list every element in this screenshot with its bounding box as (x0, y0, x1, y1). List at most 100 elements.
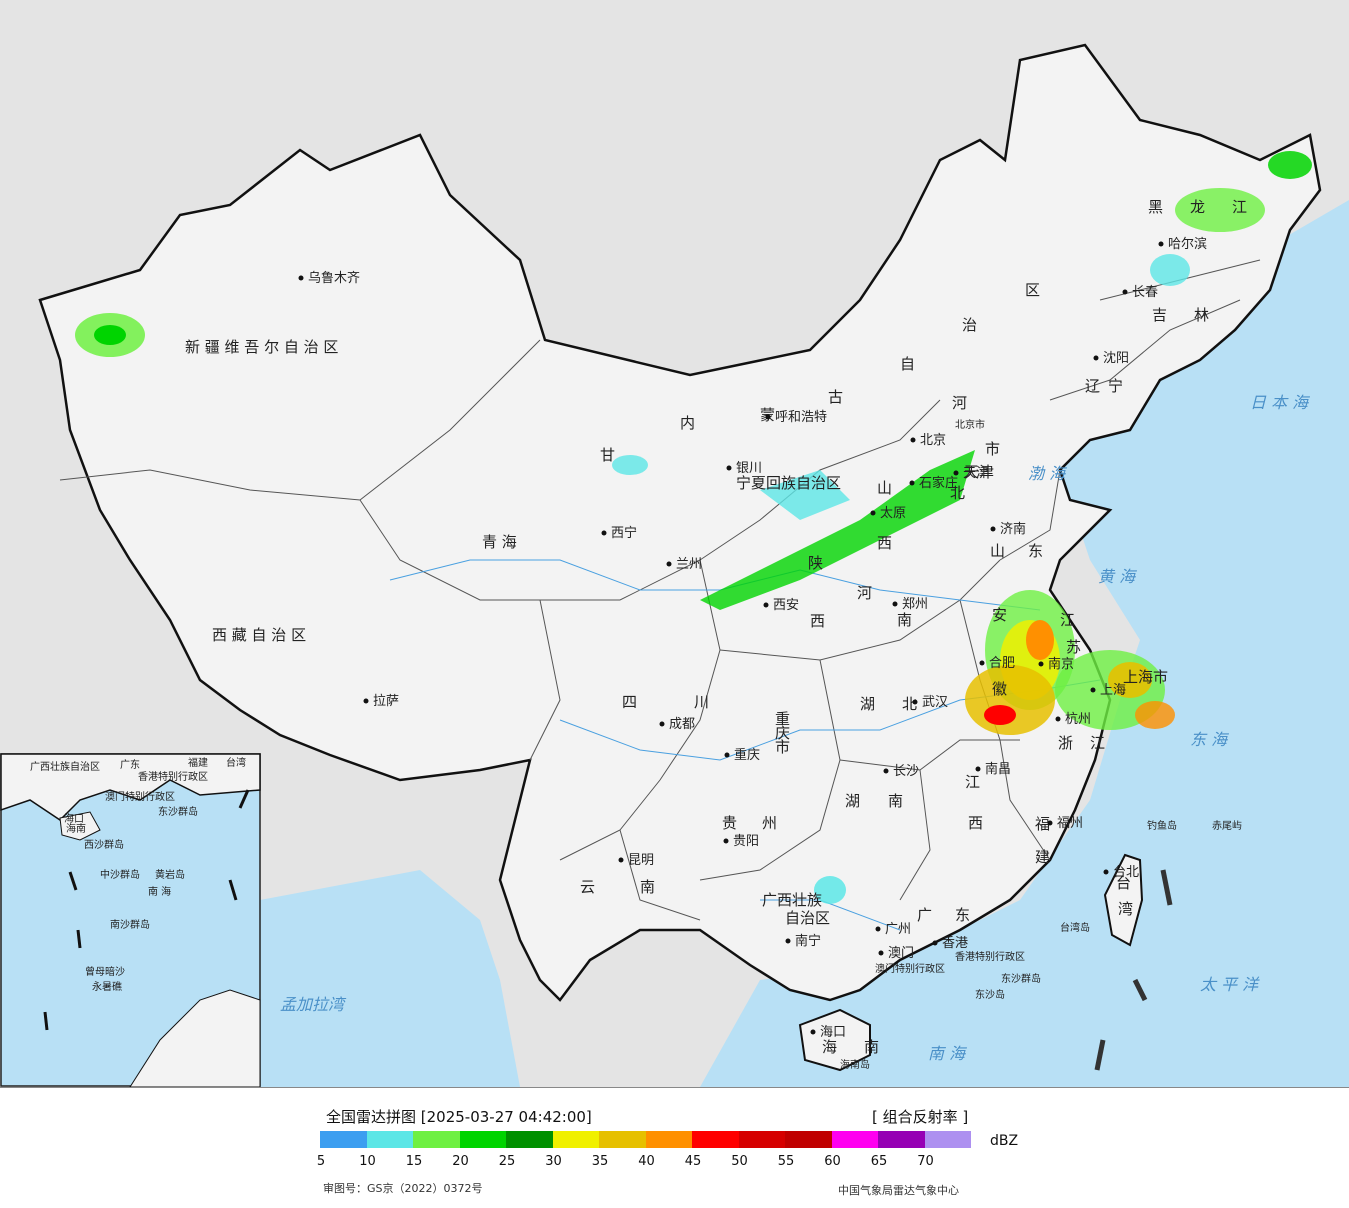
province-label: 西 (968, 814, 983, 832)
city-label: 台北 (1113, 865, 1139, 880)
city-marker (298, 275, 304, 281)
province-label: 林 (1194, 306, 1209, 324)
colorbar-segment (506, 1131, 553, 1148)
province-label: 东 (1028, 542, 1043, 560)
colorbar-segment (692, 1131, 739, 1148)
province-label: 四 (622, 693, 637, 711)
province-label: 陕 (808, 554, 823, 572)
inset-label: 香港特别行政区 (138, 770, 208, 783)
province-label: 山 (990, 542, 1005, 560)
province-label: 西 (810, 612, 825, 630)
city-label: 济南 (1000, 521, 1026, 537)
province-label: 云 (580, 878, 595, 896)
city-marker (1047, 820, 1053, 826)
city-label: 南昌 (985, 761, 1011, 777)
island-label: 钓鱼岛 (1147, 819, 1177, 832)
city-marker (723, 838, 729, 844)
province-label: 西 藏 自 治 区 (212, 626, 306, 644)
city-label: 长春 (1132, 285, 1158, 300)
city-marker (1090, 687, 1096, 693)
colorbar-segment (738, 1131, 785, 1148)
province-label: 州 (762, 814, 777, 832)
producer-credit: 中国气象局雷达气象中心 (838, 1184, 959, 1197)
province-label: 湾 (1118, 900, 1133, 918)
map-canvas: 新 疆 维 吾 尔 自 治 区西 藏 自 治 区青 海甘内蒙古自治区黑龙江吉林辽… (0, 43, 1349, 1087)
province-label: 黑 (1148, 198, 1163, 216)
city-marker (1122, 289, 1128, 295)
inset-labels: 广西壮族自治区 广东 福建 台湾香港特别行政区澳门特别行政区东沙群岛海口海南西沙群岛中… (30, 756, 246, 993)
hainan-island (798, 1008, 871, 1072)
province-borders (59, 259, 1261, 921)
city-label: 昆明 (628, 853, 654, 868)
colorbar-tick-label: 70 (917, 1154, 934, 1169)
city-label: 重庆 (734, 747, 760, 763)
inset-label: 曾母暗沙 (85, 965, 125, 978)
city-marker (601, 530, 607, 536)
province-label: 新 疆 维 吾 尔 自 治 区 (185, 338, 338, 356)
map-approval-number: 审图号：GS京（2022）0372号 (323, 1182, 483, 1195)
province-label: 山 (877, 479, 892, 497)
city-marker (932, 940, 938, 946)
boundary-dashes (1094, 869, 1173, 1071)
colorbar-segment (320, 1131, 367, 1148)
province-label: 龙 (1190, 198, 1205, 216)
colorbar-tick-label: 5 (316, 1154, 326, 1169)
city-marker (1103, 869, 1109, 875)
island-label: 海南岛 (840, 1058, 870, 1071)
province-label: 海 (822, 1038, 837, 1056)
province-label: 甘 (600, 446, 615, 464)
island-label: 香港特别行政区 (955, 950, 1025, 963)
sea-label: 孟加拉湾 (280, 995, 347, 1014)
province-label: 南 (864, 1038, 879, 1056)
city-label: 北京 (920, 433, 946, 448)
city-label: 上海 (1100, 683, 1126, 698)
province-label: 北 (950, 484, 965, 502)
inset-label: 黄岩岛 (155, 868, 185, 881)
province-label: 南 (888, 792, 903, 810)
province-label: 广 (917, 906, 932, 924)
province-label: 南 (640, 878, 655, 896)
province-label: 市 (985, 440, 1000, 458)
sea-label: 渤 海 (1028, 464, 1067, 483)
inset-label: 西沙群岛 (84, 838, 124, 851)
city-marker (724, 752, 730, 758)
city-marker (892, 601, 898, 607)
province-labels: 新 疆 维 吾 尔 自 治 区西 藏 自 治 区青 海甘内蒙古自治区黑龙江吉林辽… (185, 198, 1247, 1056)
province-label: 上海市 (1123, 668, 1168, 686)
colorbar-tick-label: 35 (591, 1154, 609, 1169)
city-label: 哈尔滨 (1168, 236, 1207, 252)
province-label: 安 (992, 606, 1007, 624)
china-land (38, 43, 1322, 1002)
legend-panel: 全国雷达拼图 [2025-03-27 04:42:00] [ 组合反射率 ] d… (0, 1088, 1349, 1208)
city-label: 太原 (880, 506, 906, 521)
city-label: 拉萨 (373, 694, 399, 709)
colorbar-segment (366, 1131, 413, 1148)
south-china-sea-inset (0, 753, 261, 1087)
province-label: 苏 (1066, 638, 1081, 656)
colorbar-segment (878, 1131, 925, 1148)
city-marker (883, 768, 889, 774)
city-marker (785, 938, 791, 944)
city-label: 郑州 (902, 597, 928, 612)
inset-label: 南 海 (148, 885, 171, 898)
province-label: 福 (1035, 815, 1050, 833)
china-radar-map[interactable]: 新 疆 维 吾 尔 自 治 区西 藏 自 治 区青 海甘内蒙古自治区黑龙江吉林辽… (0, 0, 1349, 1088)
province-label: 庆 (775, 724, 790, 742)
city-label: 武汉 (922, 695, 948, 710)
island-label: 澳门特别行政区 (875, 962, 945, 975)
colorbar-segment (552, 1131, 599, 1148)
city-label: 广州 (885, 922, 911, 937)
city-label: 南京 (1048, 656, 1074, 672)
city-label: 乌鲁木齐 (308, 270, 360, 286)
province-label: 建 (1035, 848, 1050, 866)
sea-label: 东 海 (1190, 730, 1229, 749)
province-label: 西 (877, 534, 892, 552)
city-label: 沈阳 (1103, 351, 1129, 366)
city-label: 兰州 (676, 557, 702, 572)
province-label: 湖 (845, 792, 860, 810)
city-marker (618, 857, 624, 863)
province-label: 南 (897, 611, 912, 629)
province-label: 广西壮族 (762, 891, 822, 909)
colorbar-tick-label: 30 (545, 1154, 562, 1169)
